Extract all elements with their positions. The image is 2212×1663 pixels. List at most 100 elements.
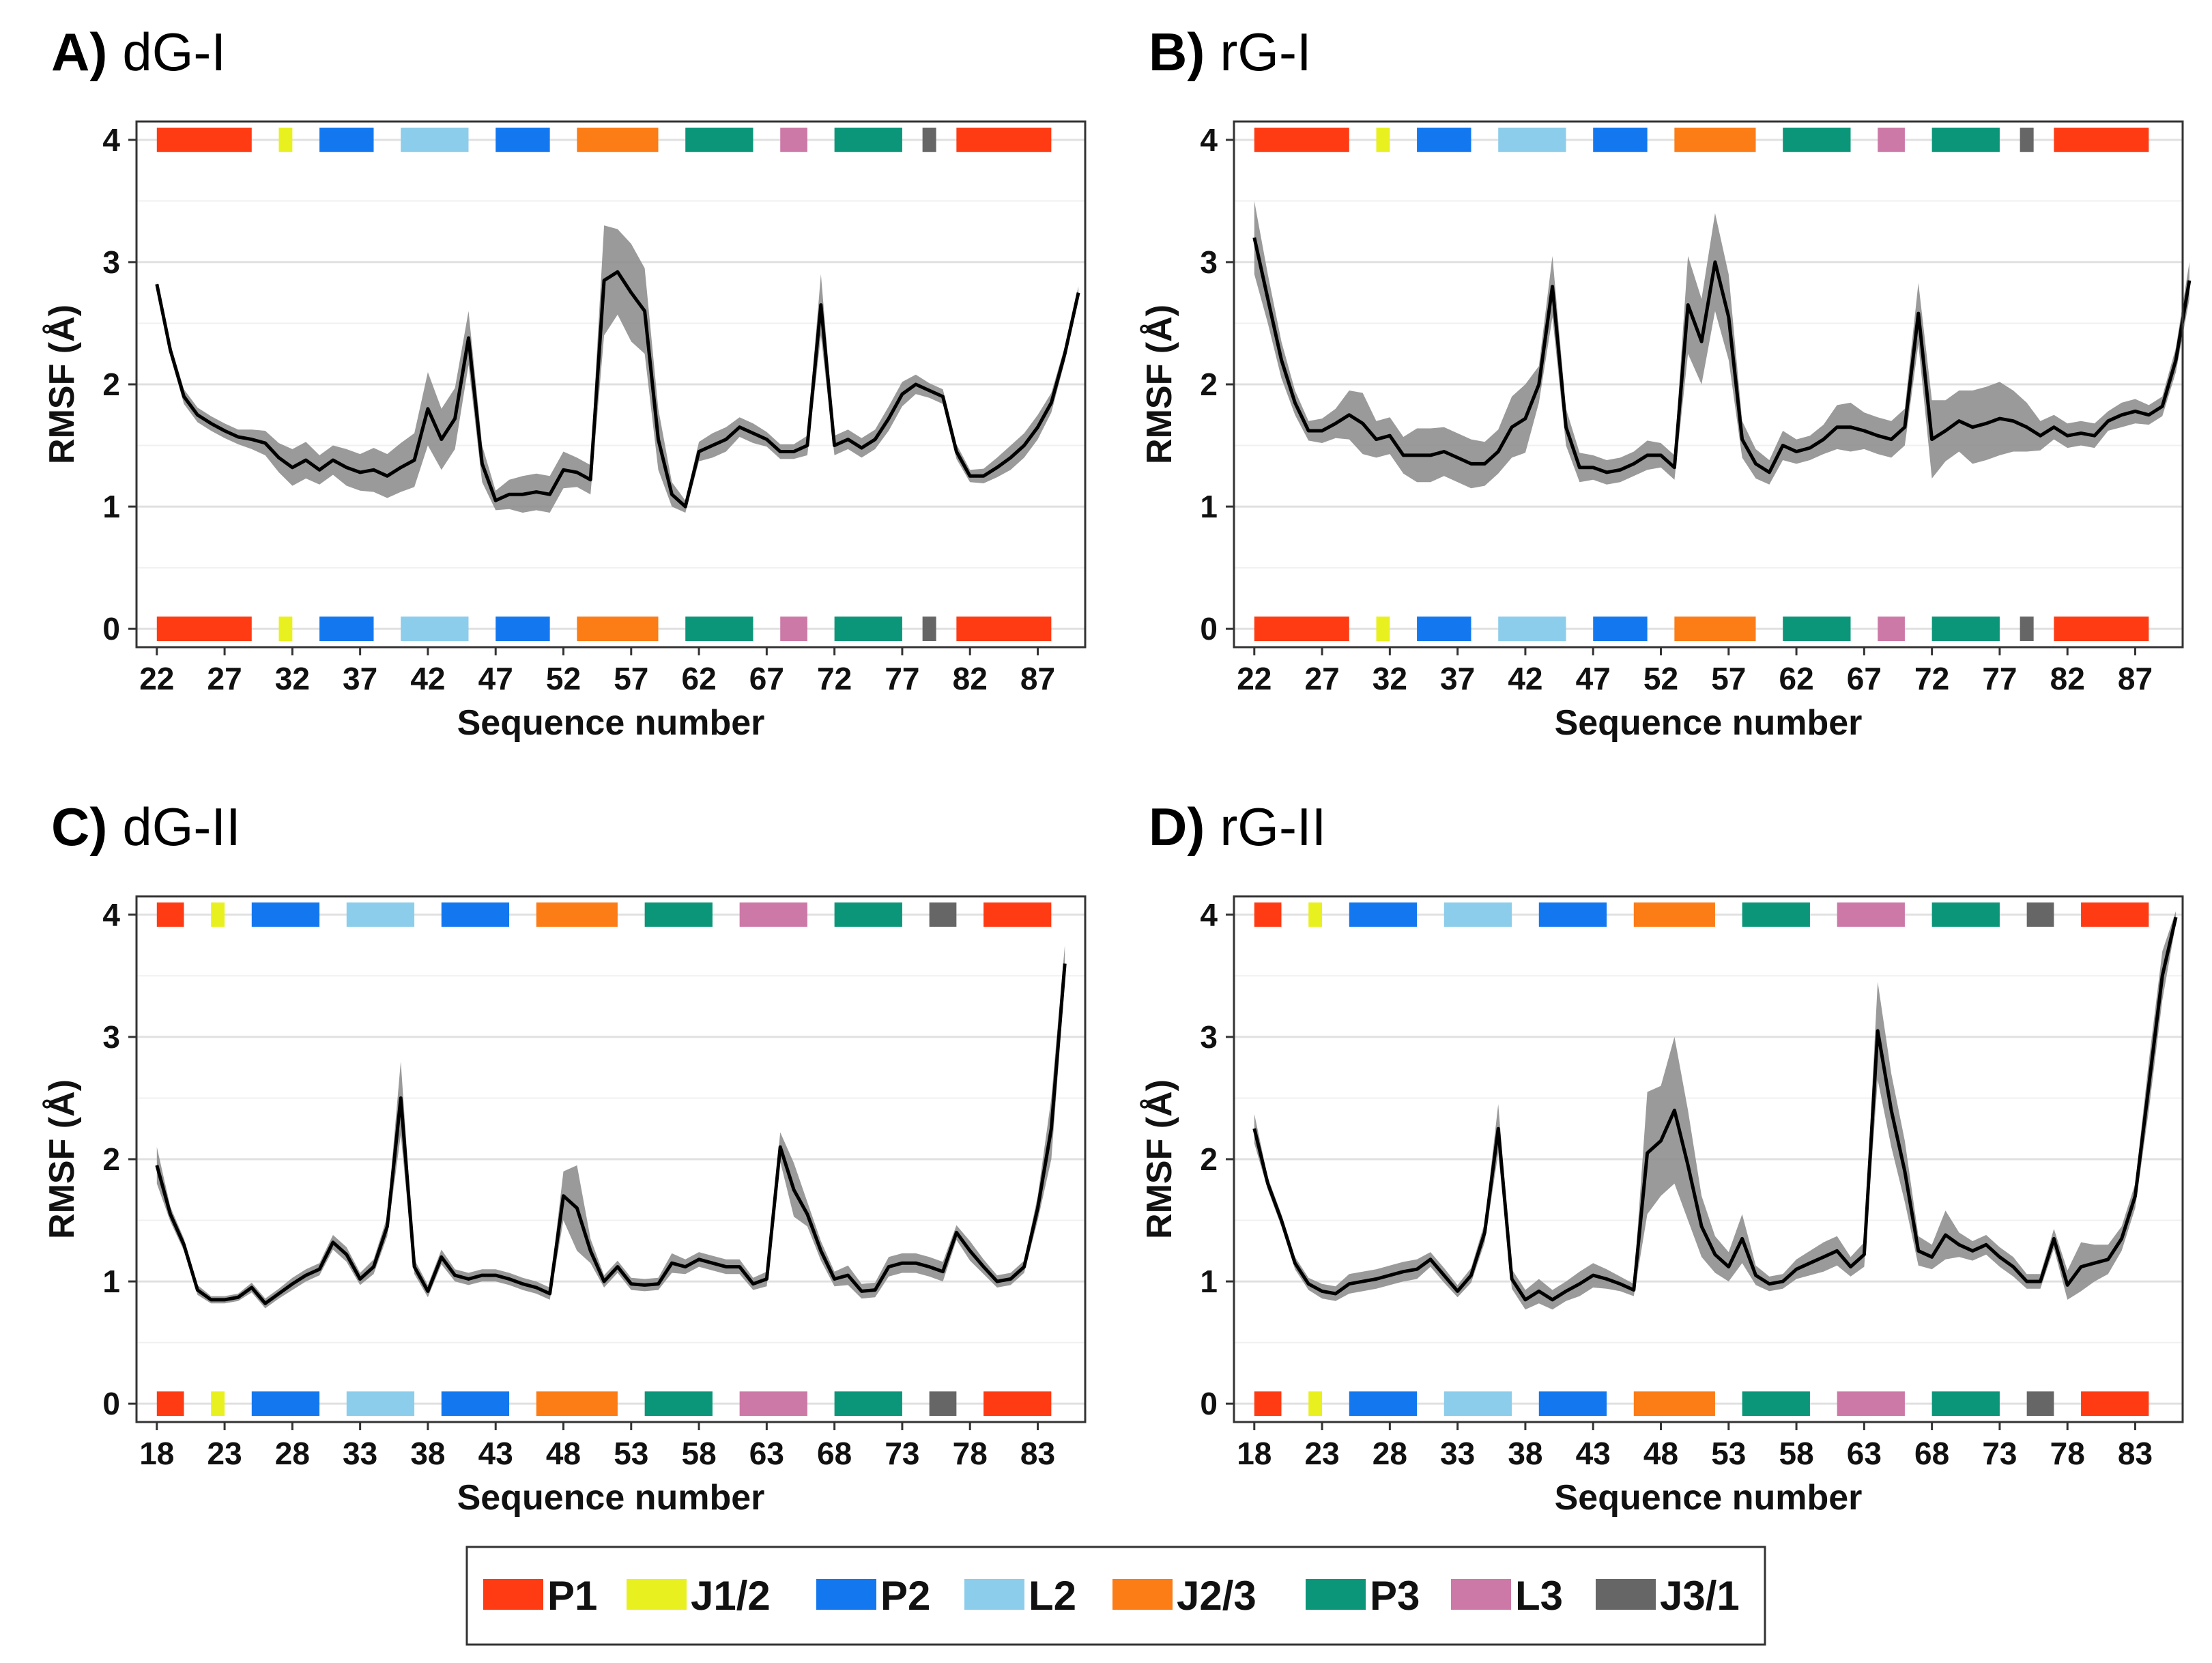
- bottom-structure-bar-p2: [1349, 1391, 1418, 1417]
- top-structure-bar-p1: [2054, 127, 2149, 152]
- x-tick-label: 32: [1373, 661, 1407, 696]
- y-tick-label: 0: [1200, 1386, 1218, 1421]
- bottom-structure-bar-p3: [685, 616, 753, 642]
- panel-letter: B): [1149, 22, 1205, 82]
- x-tick-label: 48: [546, 1436, 581, 1471]
- top-structure-bar-p1: [956, 127, 1052, 152]
- x-tick-label: 62: [681, 661, 716, 696]
- x-tick-label: 18: [139, 1436, 174, 1471]
- legend-swatch-p2: [816, 1579, 876, 1610]
- x-tick-label: 23: [207, 1436, 242, 1471]
- top-structure-bar-p2: [495, 127, 550, 152]
- x-tick-label: 52: [546, 661, 581, 696]
- x-tick-label: 43: [478, 1436, 513, 1471]
- x-tick-label: 77: [1982, 661, 2017, 696]
- bottom-structure-bar-p2: [1593, 616, 1648, 642]
- bottom-structure-bar-p1: [983, 1391, 1052, 1417]
- bottom-structure-bar-l3: [739, 1391, 807, 1417]
- top-structure-bar-l3: [1837, 902, 1905, 927]
- top-structure-bar-l2: [1498, 127, 1566, 152]
- bottom-structure-bar-j2-3: [577, 616, 659, 642]
- legend-swatch-j3-1: [1596, 1579, 1656, 1610]
- x-axis-title: Sequence number: [1555, 1478, 1863, 1518]
- rmsf-line: [1252, 237, 2192, 474]
- top-structure-bar-j3-1: [2020, 127, 2034, 152]
- y-tick-label: 4: [102, 122, 120, 158]
- panel-name: rG-I: [1220, 22, 1311, 82]
- bottom-structure-bar-j2-3: [1633, 1391, 1715, 1417]
- top-structure-bar-p3: [685, 127, 753, 152]
- legend-swatch-j2-3: [1112, 1579, 1173, 1610]
- x-tick-label: 77: [885, 661, 919, 696]
- legend-label: L2: [1029, 1573, 1076, 1619]
- x-tick-label: 87: [1020, 661, 1055, 696]
- bottom-structure-bar-p3: [644, 1391, 713, 1417]
- top-structure-bar-l2: [401, 127, 469, 152]
- x-tick-label: 68: [1914, 1436, 1949, 1471]
- x-tick-label: 87: [2118, 661, 2153, 696]
- panel-title: D) rG-II: [1149, 797, 1326, 857]
- x-tick-label: 57: [614, 661, 648, 696]
- bottom-structure-bar-p2: [251, 1391, 320, 1417]
- top-structure-bar-j3-1: [929, 902, 957, 927]
- y-tick-label: 4: [1200, 122, 1218, 158]
- bottom-structure-bar-p1: [2081, 1391, 2149, 1417]
- panel-title: B) rG-I: [1149, 22, 1312, 82]
- bottom-structure-bar-p1: [956, 616, 1052, 642]
- bottom-structure-bar-l3: [1878, 616, 1905, 642]
- x-tick-label: 27: [1304, 661, 1339, 696]
- bottom-structure-bar-l3: [780, 616, 807, 642]
- top-structure-bar-p3: [834, 127, 902, 152]
- bottom-structure-bar-p1: [156, 616, 252, 642]
- bottom-structure-bar-p1: [1254, 616, 1349, 642]
- bottom-structure-bar-p3: [1931, 1391, 2000, 1417]
- legend-label: J1/2: [691, 1573, 771, 1619]
- bottom-structure-bar-l2: [1443, 1391, 1512, 1417]
- bottom-structure-bar-p3: [1742, 1391, 1810, 1417]
- bottom-structure-bar-p3: [1783, 616, 1851, 642]
- x-axis-title: Sequence number: [457, 1478, 765, 1518]
- bottom-structure-bar-l2: [1498, 616, 1566, 642]
- top-structure-bar-j2-3: [1674, 127, 1756, 152]
- x-tick-label: 47: [478, 661, 513, 696]
- y-axis-title: RMSF (Å): [1140, 1079, 1179, 1239]
- x-tick-label: 78: [2050, 1436, 2085, 1471]
- x-tick-label: 23: [1304, 1436, 1339, 1471]
- x-tick-label: 33: [1440, 1436, 1475, 1471]
- top-structure-bar-j1-2: [1308, 902, 1323, 927]
- y-axis-title: RMSF (Å): [1140, 304, 1179, 464]
- legend-label: P1: [547, 1573, 597, 1619]
- top-structure-bar-p3: [644, 902, 713, 927]
- x-tick-label: 22: [139, 661, 174, 696]
- x-tick-label: 47: [1576, 661, 1611, 696]
- top-structure-bar-p2: [441, 902, 510, 927]
- top-structure-bar-p2: [1593, 127, 1648, 152]
- top-structure-bar-l2: [346, 902, 415, 927]
- x-tick-label: 22: [1237, 661, 1272, 696]
- bottom-structure-bar-l3: [1837, 1391, 1905, 1417]
- x-tick-label: 37: [343, 661, 377, 696]
- x-tick-label: 82: [953, 661, 988, 696]
- rmsf-band: [1254, 911, 2177, 1310]
- x-tick-label: 33: [343, 1436, 377, 1471]
- top-structure-bar-l3: [739, 902, 807, 927]
- bottom-structure-bar-j3-1: [2020, 616, 2034, 642]
- top-structure-bar-p1: [2081, 902, 2149, 927]
- legend-label: P2: [880, 1573, 930, 1619]
- bottom-structure-bar-p3: [1931, 616, 2000, 642]
- top-structure-bar-j1-2: [278, 127, 293, 152]
- top-structure-bar-l3: [780, 127, 807, 152]
- y-tick-label: 4: [1200, 897, 1218, 933]
- x-tick-label: 58: [1779, 1436, 1813, 1471]
- top-structure-bar-p3: [1742, 902, 1810, 927]
- x-tick-label: 83: [1020, 1436, 1055, 1471]
- x-tick-label: 28: [1373, 1436, 1407, 1471]
- top-structure-bar-p1: [983, 902, 1052, 927]
- x-tick-label: 43: [1576, 1436, 1611, 1471]
- x-tick-label: 27: [207, 661, 242, 696]
- y-tick-label: 0: [102, 611, 120, 646]
- legend-label: J2/3: [1177, 1573, 1256, 1619]
- y-tick-label: 3: [102, 244, 120, 280]
- bottom-structure-bar-j1-2: [278, 616, 293, 642]
- bottom-structure-bar-p2: [441, 1391, 510, 1417]
